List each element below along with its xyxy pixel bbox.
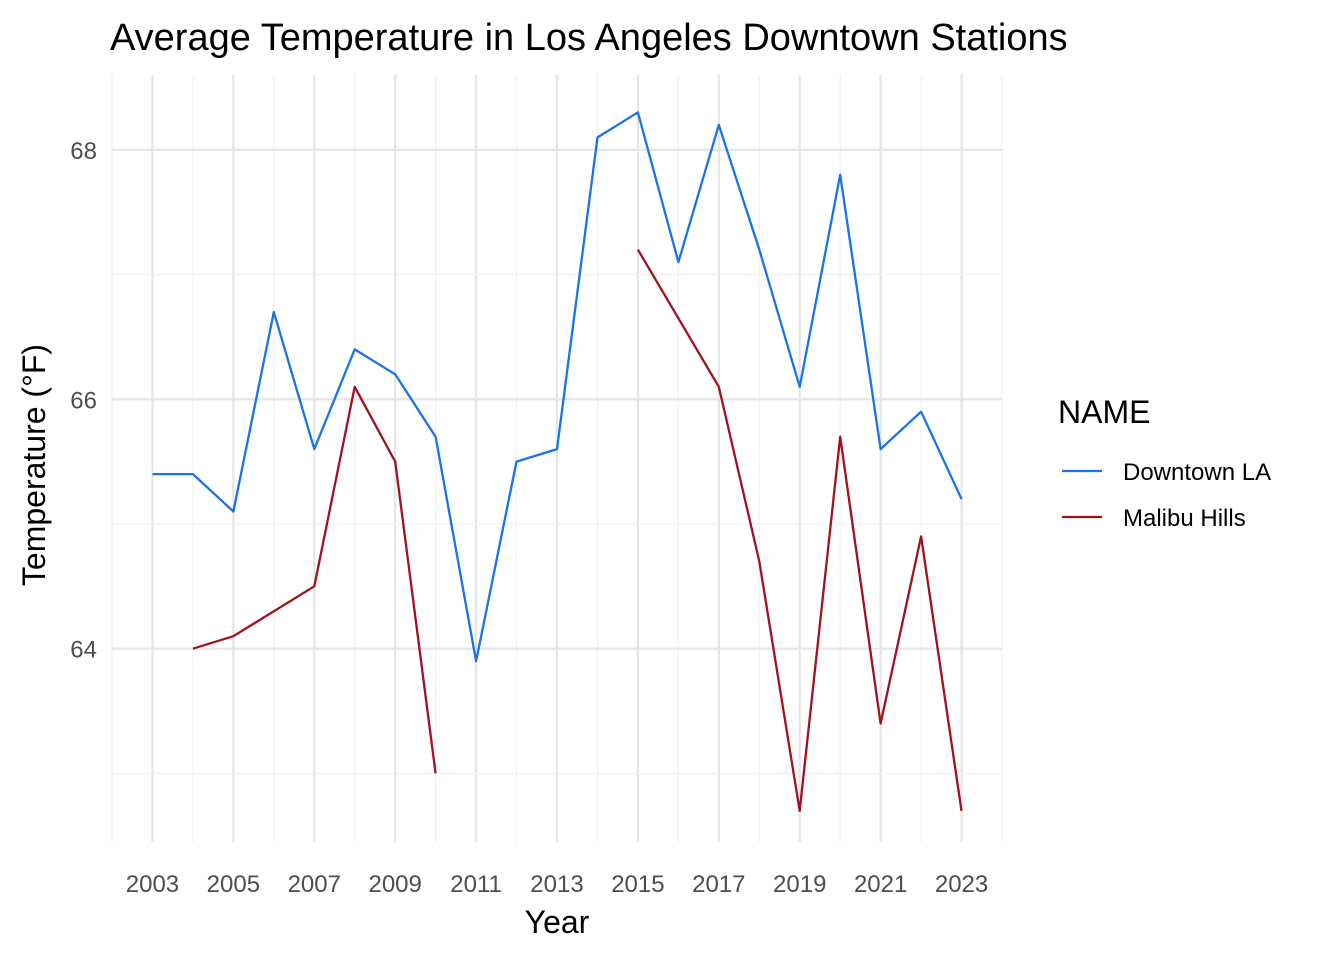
x-axis-ticks: 2003 2005 2007 2009 2011 2013 2015 2017 2019 2021… [126, 871, 988, 898]
plot-grid [111, 75, 1003, 842]
x-tick-label: 2017 [692, 871, 745, 898]
y-tick-label: 68 [70, 138, 97, 165]
y-tick-label: 66 [70, 387, 97, 414]
x-tick-label: 2005 [207, 871, 260, 898]
x-tick-label: 2011 [450, 871, 502, 898]
x-tick-label: 2013 [530, 871, 583, 898]
x-tick-label: 2015 [611, 871, 664, 898]
x-tick-label: 2009 [368, 871, 421, 898]
legend-title: NAME [1058, 394, 1150, 430]
chart-title: Average Temperature in Los Angeles Downt… [110, 17, 1068, 59]
legend-label: Malibu Hills [1123, 505, 1246, 532]
y-axis-ticks: 64 66 68 [70, 138, 97, 664]
x-tick-label: 2007 [288, 871, 341, 898]
series-line-malibu-hills [192, 385, 437, 774]
x-axis-title: Year [525, 904, 590, 940]
x-tick-label: 2023 [935, 871, 988, 898]
y-axis-title: Temperature (°F) [16, 344, 52, 586]
legend: NAME Downtown LA Malibu Hills [1058, 394, 1271, 532]
x-tick-label: 2003 [126, 871, 179, 898]
x-tick-label: 2019 [773, 871, 826, 898]
legend-label: Downtown LA [1123, 459, 1271, 486]
x-tick-label: 2021 [854, 871, 907, 898]
y-tick-label: 64 [70, 637, 97, 664]
series-line-malibu-hills [636, 249, 963, 812]
series-line-downtown-la [152, 111, 963, 663]
plot-series [152, 111, 963, 812]
